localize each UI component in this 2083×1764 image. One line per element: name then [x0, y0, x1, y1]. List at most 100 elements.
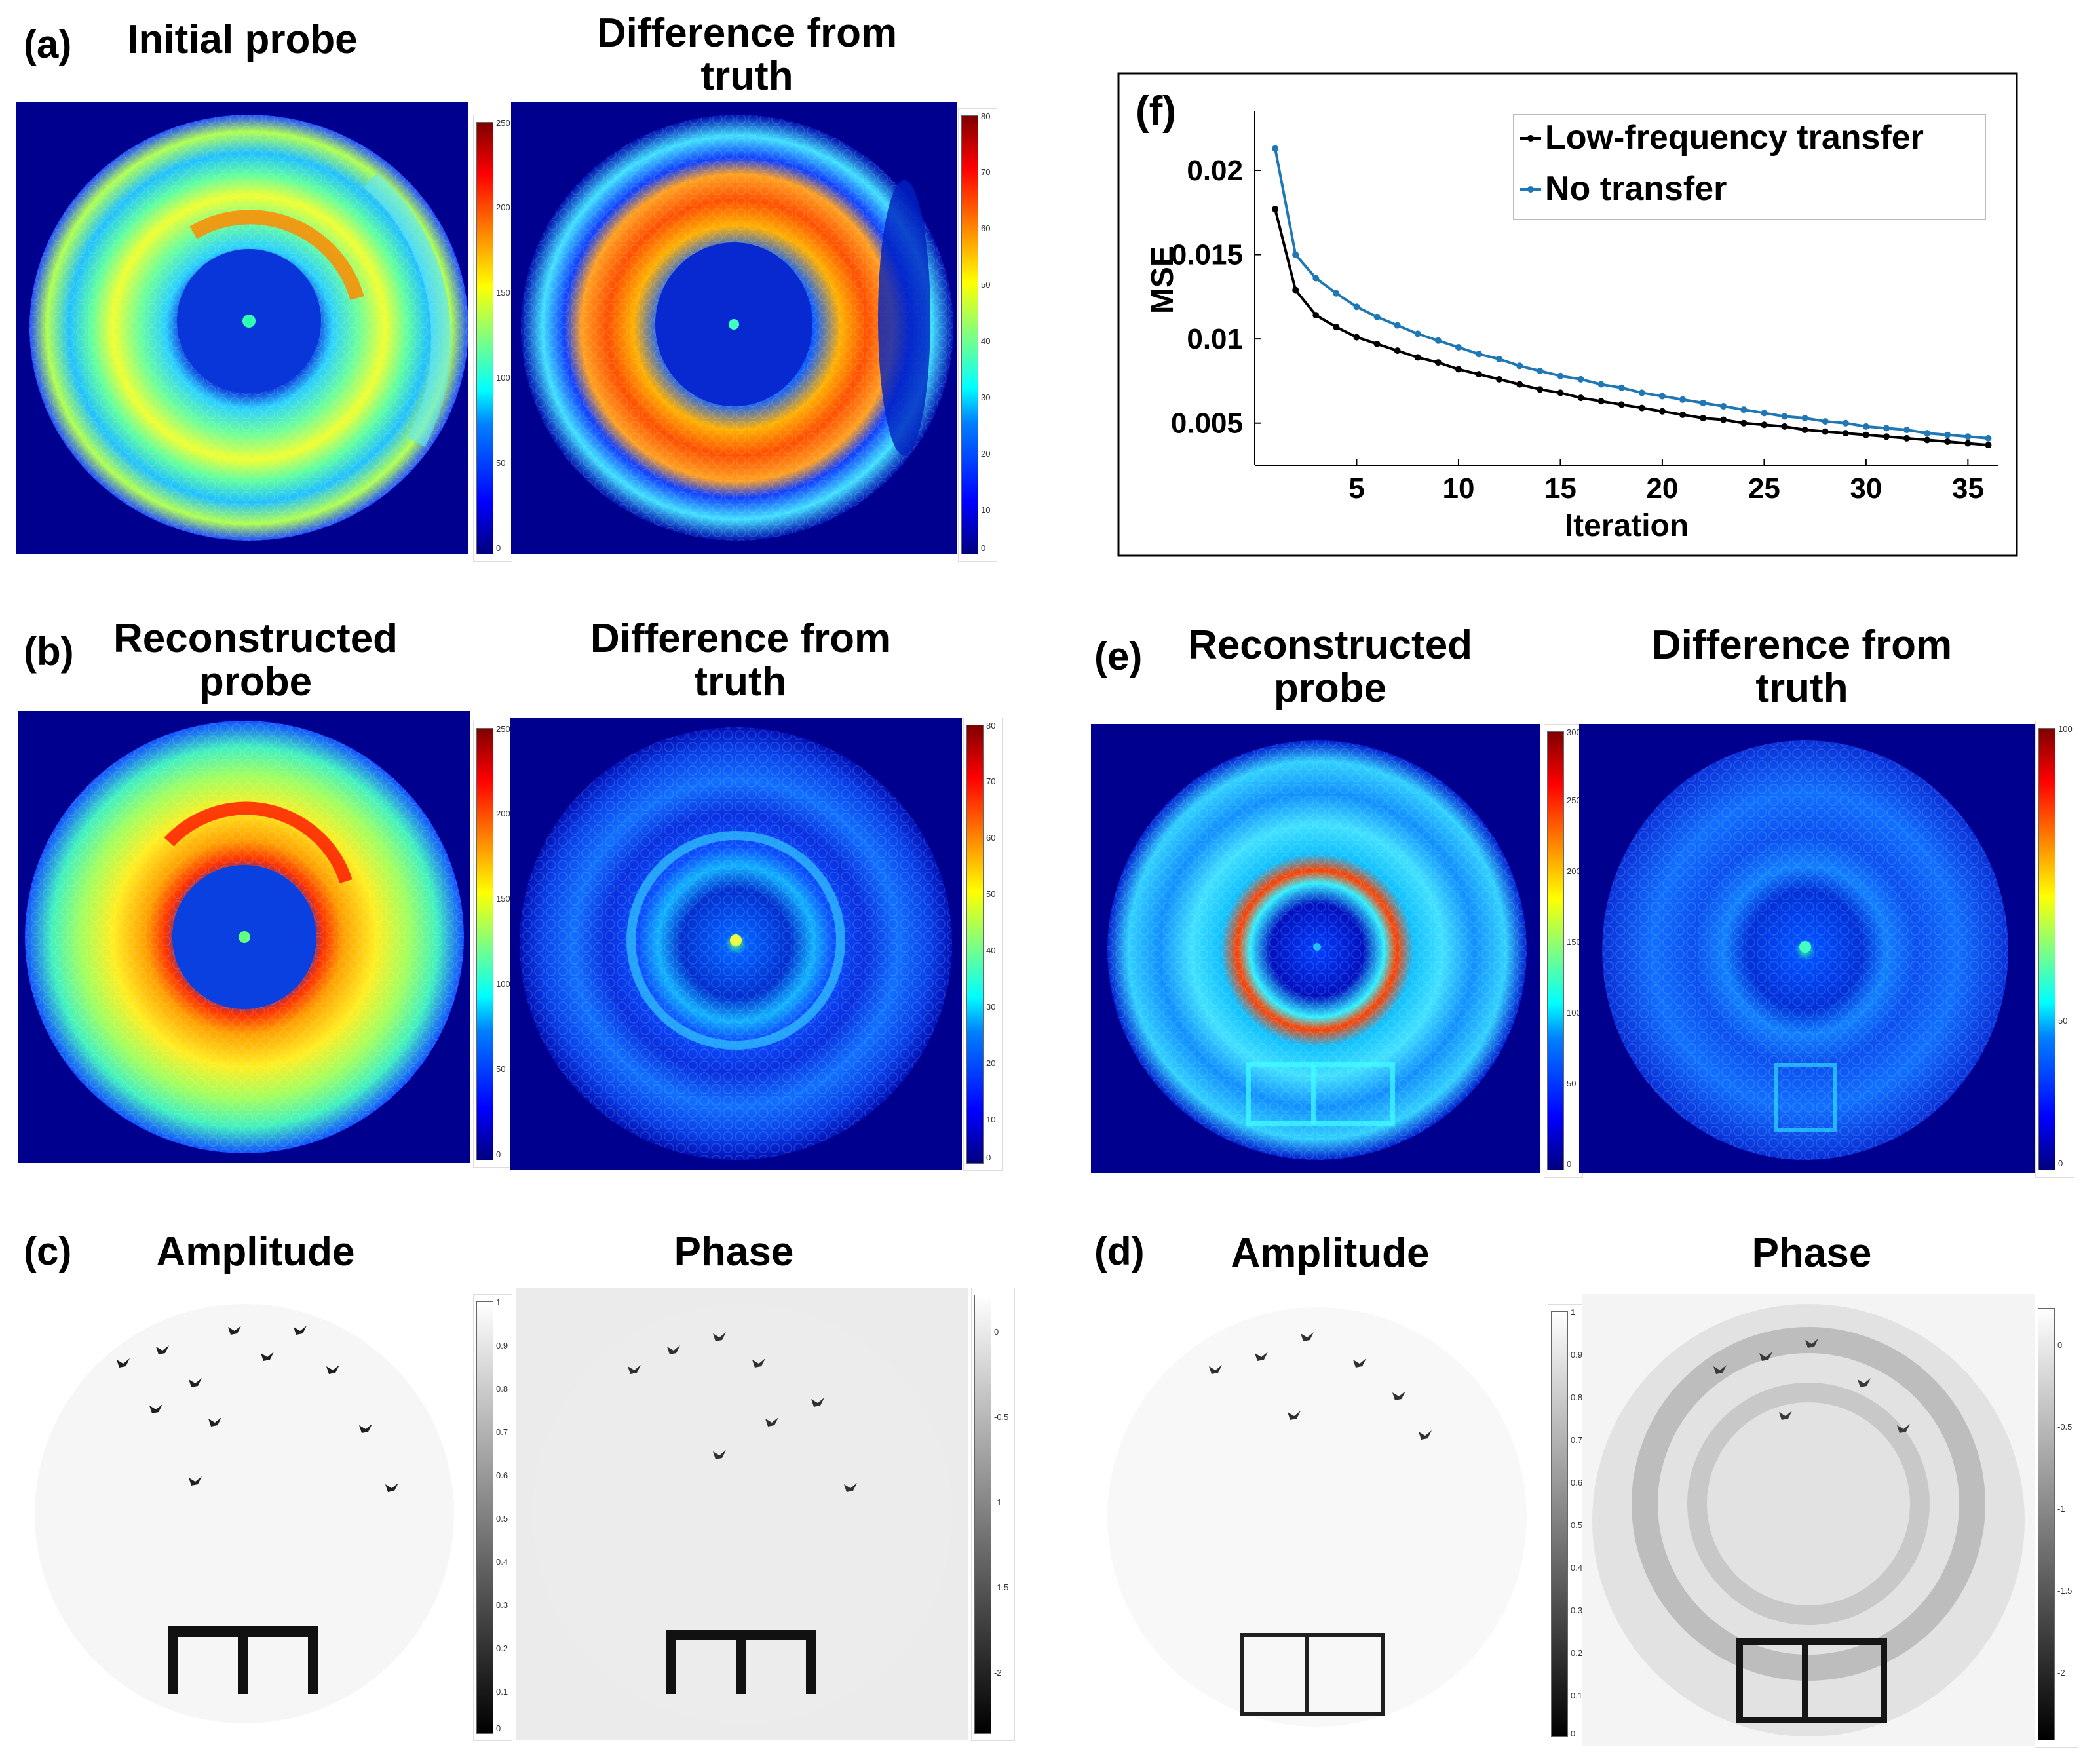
data-point [1312, 275, 1320, 282]
data-point [1333, 324, 1340, 331]
panel-c-left-title: Amplitude [156, 1229, 355, 1275]
y-tick-label: 0.02 [1187, 155, 1243, 187]
mse-chart: 5 10 15 20 25 30 35 0.005 0.01 0.015 0.02 Iteration… [1117, 72, 2018, 557]
data-point [1394, 347, 1401, 355]
data-point [1679, 396, 1687, 403]
data-point [1822, 418, 1829, 425]
panel-d-left-title: Amplitude [1231, 1231, 1430, 1276]
legend-marker [1527, 186, 1534, 193]
x-tick-label: 15 [1544, 472, 1577, 505]
panel-a-left-title: Initial probe [127, 17, 358, 62]
data-point [1537, 368, 1544, 374]
data-point [1658, 408, 1666, 415]
data-point [1985, 442, 1992, 449]
series-line-low-frequency-transfer [1274, 208, 1989, 447]
data-point [1577, 375, 1584, 383]
data-point [1862, 423, 1869, 430]
data-point [1781, 413, 1788, 420]
colorbar-b-left: 250 200 150 100 50 0 [473, 721, 512, 1168]
data-point [1557, 372, 1564, 379]
data-point [1414, 354, 1421, 361]
data-point [1414, 330, 1421, 337]
data-point [1292, 251, 1299, 258]
phase-c-image [516, 1288, 968, 1740]
x-axis-label: Iteration [1565, 508, 1689, 543]
colorbar-b-right: 80 70 60 50 40 30 20 10 0 [963, 718, 1003, 1171]
panel-b-right-title: Difference from truth [590, 616, 891, 704]
difference-b-image [510, 718, 962, 1170]
series-line-no-transfer [1274, 148, 1989, 440]
panel-label-a: (a) [24, 22, 72, 66]
data-point [1272, 145, 1279, 152]
data-point [1353, 334, 1360, 341]
data-point [1516, 362, 1523, 370]
panel-a-right-title: Difference from truth [596, 10, 898, 99]
data-point [1638, 389, 1645, 396]
data-point [1781, 423, 1788, 430]
data-point [1373, 313, 1381, 320]
legend-entry: No transfer [1545, 170, 1727, 208]
data-point [1944, 431, 1951, 438]
panel-label-c: (c) [24, 1229, 72, 1273]
data-point [1333, 290, 1340, 297]
data-point [1862, 431, 1869, 438]
panel-e-right-title: Difference from truth [1651, 623, 1953, 711]
data-point [1985, 434, 1992, 442]
data-point [1761, 421, 1768, 429]
data-point [1658, 393, 1666, 400]
y-tick-label: 0.01 [1187, 323, 1243, 355]
data-point [1353, 303, 1360, 311]
data-point [1964, 433, 1972, 440]
phase-d-image [1582, 1294, 2035, 1746]
data-point [1618, 384, 1625, 391]
data-point [1720, 416, 1727, 423]
colorbar-c-left: 1 0.9 0.8 0.7 0.6 0.5 0.4 0.3 0.2 0.1 0 [473, 1294, 512, 1741]
difference-a-image [511, 102, 957, 554]
difference-e-image [1579, 724, 2035, 1173]
panel-label-e: (e) [1094, 634, 1143, 678]
data-point [1577, 394, 1584, 402]
data-point [1700, 399, 1707, 406]
colorbar-c-right: 0 -0.5 -1 -1.5 -2 [971, 1288, 1015, 1741]
data-point [1842, 419, 1849, 427]
data-point [1455, 366, 1462, 373]
mse-chart-svg: 5 10 15 20 25 30 35 0.005 0.01 0.015 0.02 Iteration… [1117, 72, 2018, 557]
panel-label-d: (d) [1094, 1229, 1145, 1273]
x-tick-label: 25 [1748, 472, 1780, 505]
data-point [1801, 427, 1808, 433]
panel-e-left-title: Reconstructed probe [1187, 623, 1473, 711]
legend-marker [1527, 135, 1534, 142]
panel-c-right-title: Phase [674, 1229, 794, 1275]
data-point [1964, 440, 1972, 447]
data-point [1597, 398, 1605, 405]
x-tick-label: 5 [1348, 472, 1364, 505]
chart-panel-label: (f) [1136, 88, 1176, 134]
data-point [1476, 351, 1483, 358]
data-point [1434, 337, 1442, 344]
colorbar-e-right: 100 50 0 [2035, 721, 2074, 1178]
data-point [1903, 427, 1911, 433]
data-point [1740, 406, 1748, 413]
colorbar-a-left: 250 200 150 100 50 0 [473, 115, 512, 562]
legend-entry: Low-frequency transfer [1545, 119, 1924, 157]
data-point [1312, 312, 1320, 319]
colorbar-a-right: 80 70 60 50 40 30 20 10 0 [958, 108, 997, 562]
y-tick-label: 0.005 [1171, 408, 1243, 440]
y-tick-label: 0.015 [1171, 239, 1243, 271]
data-point [1537, 386, 1544, 393]
data-point [1434, 359, 1442, 366]
data-point [1496, 375, 1503, 383]
data-point [1924, 430, 1931, 437]
reconstructed-probe-b-image [18, 711, 470, 1163]
data-point [1638, 404, 1645, 412]
reconstructed-probe-e-image [1091, 724, 1540, 1173]
data-point [1903, 434, 1911, 442]
x-tick-label: 35 [1952, 472, 1984, 505]
legend-box [1513, 114, 1986, 220]
data-point [1557, 389, 1564, 396]
initial-probe-image [16, 102, 468, 554]
data-point [1292, 286, 1299, 294]
data-point [1394, 322, 1401, 329]
data-point [1618, 401, 1625, 408]
data-point [1455, 344, 1462, 351]
